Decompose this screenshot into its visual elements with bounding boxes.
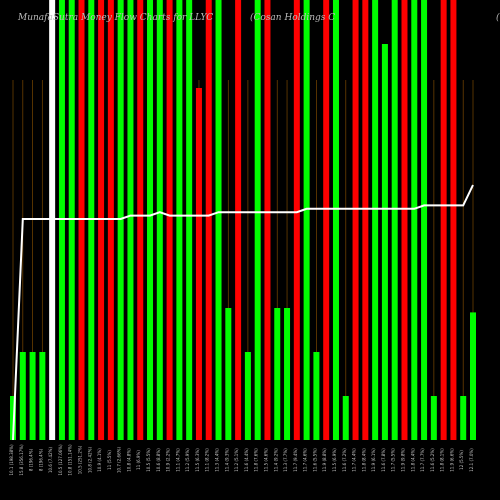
price-line	[12, 184, 474, 441]
money-flow-bar	[421, 0, 428, 440]
x-tick-label: 10.1 (198.38%)	[9, 444, 14, 476]
money-flow-bar	[352, 0, 359, 440]
x-tick-label: 10.5 (127.06%)	[58, 444, 63, 476]
x-tick-label: 11.7 (5.5%)	[391, 448, 396, 472]
x-tick-label: 10.6 (8.8%)	[156, 448, 161, 472]
x-tick-label: 10.6 (7.42%)	[48, 447, 53, 473]
money-flow-bar	[293, 0, 300, 440]
money-flow-bar	[147, 0, 154, 440]
x-tick-label: 10.9 (2.2%)	[166, 448, 171, 472]
x-tick-label: 11.6 (7.8%)	[381, 448, 386, 472]
x-tick-label: 11.3 (4.4%)	[215, 448, 220, 472]
x-tick-label: 11.9 (6.1%)	[371, 448, 376, 472]
x-tick-label: 15.8 (356.17%)	[19, 444, 24, 476]
x-tick-label: 10.7 (2.66%)	[117, 447, 122, 473]
money-flow-bar	[264, 0, 271, 440]
x-tick-label: 11.7 (4.4%)	[352, 448, 357, 472]
x-tick-label: 11.7 (4.6%)	[303, 448, 308, 472]
money-flow-bar	[176, 0, 183, 440]
money-flow-bar	[137, 0, 144, 440]
chart-subtitle: (Cosan Holdings C	[250, 12, 335, 23]
x-tick-label: 10.9 (4.1%)	[97, 448, 102, 472]
money-flow-bar	[29, 352, 36, 440]
money-flow-bar	[215, 0, 222, 440]
money-flow-bar	[303, 0, 310, 440]
money-flow-bar	[156, 0, 163, 440]
x-tick-label: 11.7 (7.7%)	[420, 448, 425, 472]
x-tick-label: 10.8 (2.42%)	[87, 447, 92, 473]
money-flow-bar	[225, 308, 232, 440]
x-tick-label: 8 (196.4%)	[29, 448, 34, 471]
chart-title-right: (	[496, 12, 500, 23]
money-flow-bar	[450, 0, 457, 440]
x-tick-label: 11 (6.9%)	[136, 450, 141, 470]
money-flow-bar	[205, 0, 212, 440]
x-tick-label: 11.8 (7.6%)	[254, 448, 259, 472]
money-flow-bar	[460, 396, 467, 440]
money-flow-bar	[342, 396, 349, 440]
money-flow-bar	[372, 0, 379, 440]
money-flow-bar	[332, 0, 339, 440]
x-tick-label: 11.7 (9.4%)	[293, 448, 298, 472]
money-flow-bar	[313, 352, 320, 440]
x-tick-label: 11.9 (9.8%)	[400, 448, 405, 472]
x-tick-label: 12.1 (7.0%)	[469, 448, 474, 472]
x-tick-label: 11.9 (8.8%)	[322, 448, 327, 472]
money-flow-bar	[430, 396, 437, 440]
x-tick-label: 11.8 (4.4%)	[410, 448, 415, 472]
x-tick-label: 11 (5.5%)	[107, 450, 112, 470]
x-tick-label: 8 (196.4%)	[38, 448, 43, 471]
x-tick-label: 11.4 (9.3%)	[224, 448, 229, 472]
x-tick-label: 12 (5.5%)	[459, 450, 464, 470]
x-tick-label: 11.2 (5.1%)	[234, 448, 239, 472]
x-axis-labels: 10.1 (198.38%) 15.8 (356.17%) 8 (196.4%) 8 …	[9, 444, 474, 476]
money-flow-bar	[411, 0, 418, 440]
money-flow-bar	[186, 0, 193, 440]
money-flow-bar	[254, 0, 261, 440]
money-flow-bar	[401, 0, 408, 440]
x-tick-label: 11.2 (5.9%)	[185, 448, 190, 472]
x-tick-label: 11.5 (6.3%)	[195, 448, 200, 472]
money-flow-bar	[284, 308, 291, 440]
money-flow-bar	[470, 312, 476, 440]
money-flow-bar	[244, 352, 251, 440]
money-flow-bar	[440, 0, 447, 440]
x-tick-label: 11.8 (8.1%)	[440, 448, 445, 472]
money-flow-bar	[381, 44, 388, 440]
x-tick-label: 11.6 (4.4%)	[244, 448, 249, 472]
x-tick-label: 11.5 (4.6%)	[263, 448, 268, 472]
money-flow-bar	[323, 0, 330, 440]
x-tick-label: 11.8 (8.4%)	[361, 448, 366, 472]
x-tick-label: 10.5 (251.2%)	[78, 445, 83, 474]
money-flow-bar	[166, 0, 173, 440]
x-tick-label: 11.1 (4.7%)	[175, 448, 180, 472]
money-flow-bar	[274, 308, 281, 440]
x-tick-label: 10.5 (5.5%)	[146, 448, 151, 472]
money-flow-bar	[127, 0, 134, 440]
money-flow-bar	[195, 88, 202, 440]
money-flow-bar	[235, 0, 242, 440]
x-tick-label: 11.6 (5.5%)	[312, 448, 317, 472]
x-tick-label: 10.8 (151.14%)	[68, 444, 73, 476]
x-tick-label: 11.3 (7.7%)	[283, 448, 288, 472]
x-tick-label: 11.9 (6.6%)	[449, 448, 454, 472]
x-tick-label: 11.5 (6.9%)	[332, 448, 337, 472]
x-tick-label: 11.1 (8.2%)	[205, 448, 210, 472]
x-tick-label: 11.6 (7.2%)	[342, 448, 347, 472]
x-tick-label: 10.8 (4.8%)	[126, 448, 131, 472]
money-flow-bar	[39, 352, 46, 440]
x-tick-label: 11.4 (9.2%)	[273, 448, 278, 472]
chart-title: MunafaSutra Money Flow Charts for LLYC	[17, 13, 213, 23]
money-flow-bar	[362, 0, 369, 440]
x-tick-label: 11.6 (5.2%)	[430, 448, 435, 472]
money-flow-bar	[19, 352, 26, 440]
money-flow-bar	[391, 0, 398, 440]
